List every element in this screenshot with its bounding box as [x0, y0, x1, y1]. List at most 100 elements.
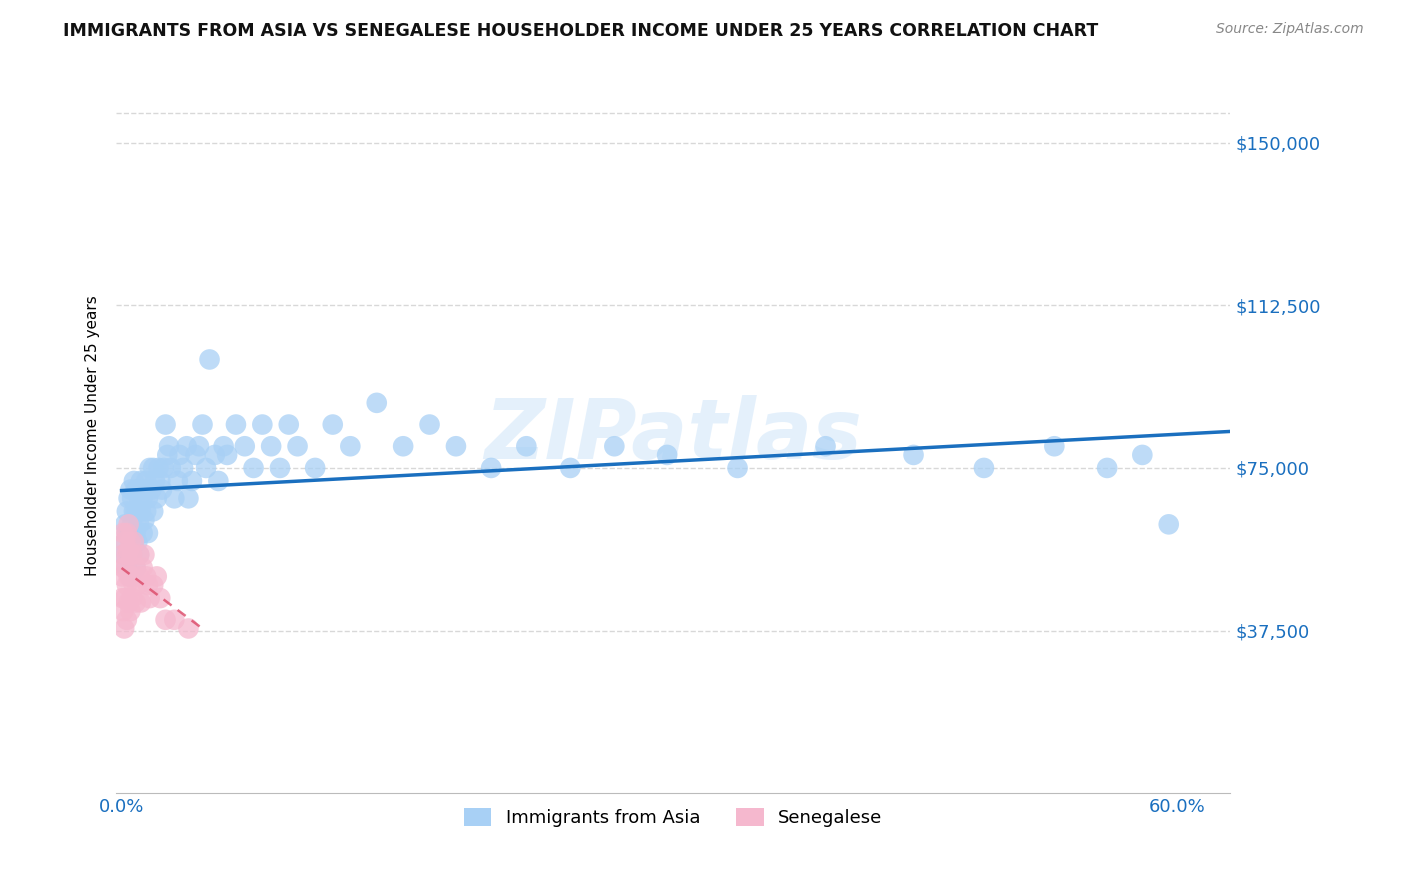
Point — [134, 548, 156, 562]
Point — [124, 504, 146, 518]
Point — [142, 461, 165, 475]
Text: ZIPatlas: ZIPatlas — [485, 395, 862, 476]
Point — [172, 461, 194, 475]
Point — [177, 622, 200, 636]
Point — [111, 548, 134, 562]
Point — [176, 439, 198, 453]
Point — [120, 604, 142, 618]
Point — [122, 534, 145, 549]
Point — [115, 578, 138, 592]
Point — [115, 526, 138, 541]
Point — [419, 417, 441, 432]
Point — [124, 526, 146, 541]
Point — [124, 560, 146, 574]
Point — [269, 461, 291, 475]
Point — [138, 591, 160, 606]
Point — [117, 543, 139, 558]
Point — [117, 491, 139, 506]
Point — [114, 534, 136, 549]
Point — [120, 569, 142, 583]
Point — [128, 517, 150, 532]
Point — [122, 578, 145, 592]
Point — [195, 461, 218, 475]
Point — [1130, 448, 1153, 462]
Point — [120, 526, 142, 541]
Point — [184, 448, 207, 462]
Point — [127, 578, 149, 592]
Point — [149, 591, 172, 606]
Point — [167, 474, 190, 488]
Point — [117, 517, 139, 532]
Point — [112, 622, 135, 636]
Point — [142, 504, 165, 518]
Point — [136, 526, 159, 541]
Point — [121, 491, 143, 506]
Point — [152, 461, 174, 475]
Point — [121, 548, 143, 562]
Point — [181, 474, 204, 488]
Point — [117, 569, 139, 583]
Y-axis label: Householder Income Under 25 years: Householder Income Under 25 years — [86, 295, 100, 575]
Point — [122, 534, 145, 549]
Point — [560, 461, 582, 475]
Point — [188, 439, 211, 453]
Point — [903, 448, 925, 462]
Point — [117, 548, 139, 562]
Point — [814, 439, 837, 453]
Point — [112, 526, 135, 541]
Point — [322, 417, 344, 432]
Point — [225, 417, 247, 432]
Point — [122, 504, 145, 518]
Point — [143, 474, 166, 488]
Point — [135, 569, 157, 583]
Point — [129, 595, 152, 609]
Text: Source: ZipAtlas.com: Source: ZipAtlas.com — [1216, 22, 1364, 37]
Point — [157, 439, 180, 453]
Point — [304, 461, 326, 475]
Point — [515, 439, 537, 453]
Point — [114, 534, 136, 549]
Point — [128, 548, 150, 562]
Point — [145, 491, 167, 506]
Point — [120, 569, 142, 583]
Point — [155, 613, 177, 627]
Point — [128, 491, 150, 506]
Point — [479, 461, 502, 475]
Point — [136, 578, 159, 592]
Point — [115, 560, 138, 574]
Point — [124, 560, 146, 574]
Point — [114, 517, 136, 532]
Point — [727, 461, 749, 475]
Point — [135, 474, 157, 488]
Point — [127, 504, 149, 518]
Point — [134, 513, 156, 527]
Point — [134, 483, 156, 497]
Point — [128, 569, 150, 583]
Point — [127, 534, 149, 549]
Point — [204, 448, 226, 462]
Point — [207, 474, 229, 488]
Point — [115, 504, 138, 518]
Legend: Immigrants from Asia, Senegalese: Immigrants from Asia, Senegalese — [457, 801, 890, 834]
Point — [122, 474, 145, 488]
Point — [287, 439, 309, 453]
Point — [112, 604, 135, 618]
Point — [233, 439, 256, 453]
Point — [115, 548, 138, 562]
Point — [141, 483, 163, 497]
Point — [129, 504, 152, 518]
Point — [260, 439, 283, 453]
Point — [115, 526, 138, 541]
Point — [149, 474, 172, 488]
Point — [131, 491, 153, 506]
Point — [115, 613, 138, 627]
Point — [127, 483, 149, 497]
Point — [136, 491, 159, 506]
Point — [444, 439, 467, 453]
Point — [155, 417, 177, 432]
Point — [277, 417, 299, 432]
Point — [163, 491, 186, 506]
Point — [117, 595, 139, 609]
Point — [120, 483, 142, 497]
Point — [252, 417, 274, 432]
